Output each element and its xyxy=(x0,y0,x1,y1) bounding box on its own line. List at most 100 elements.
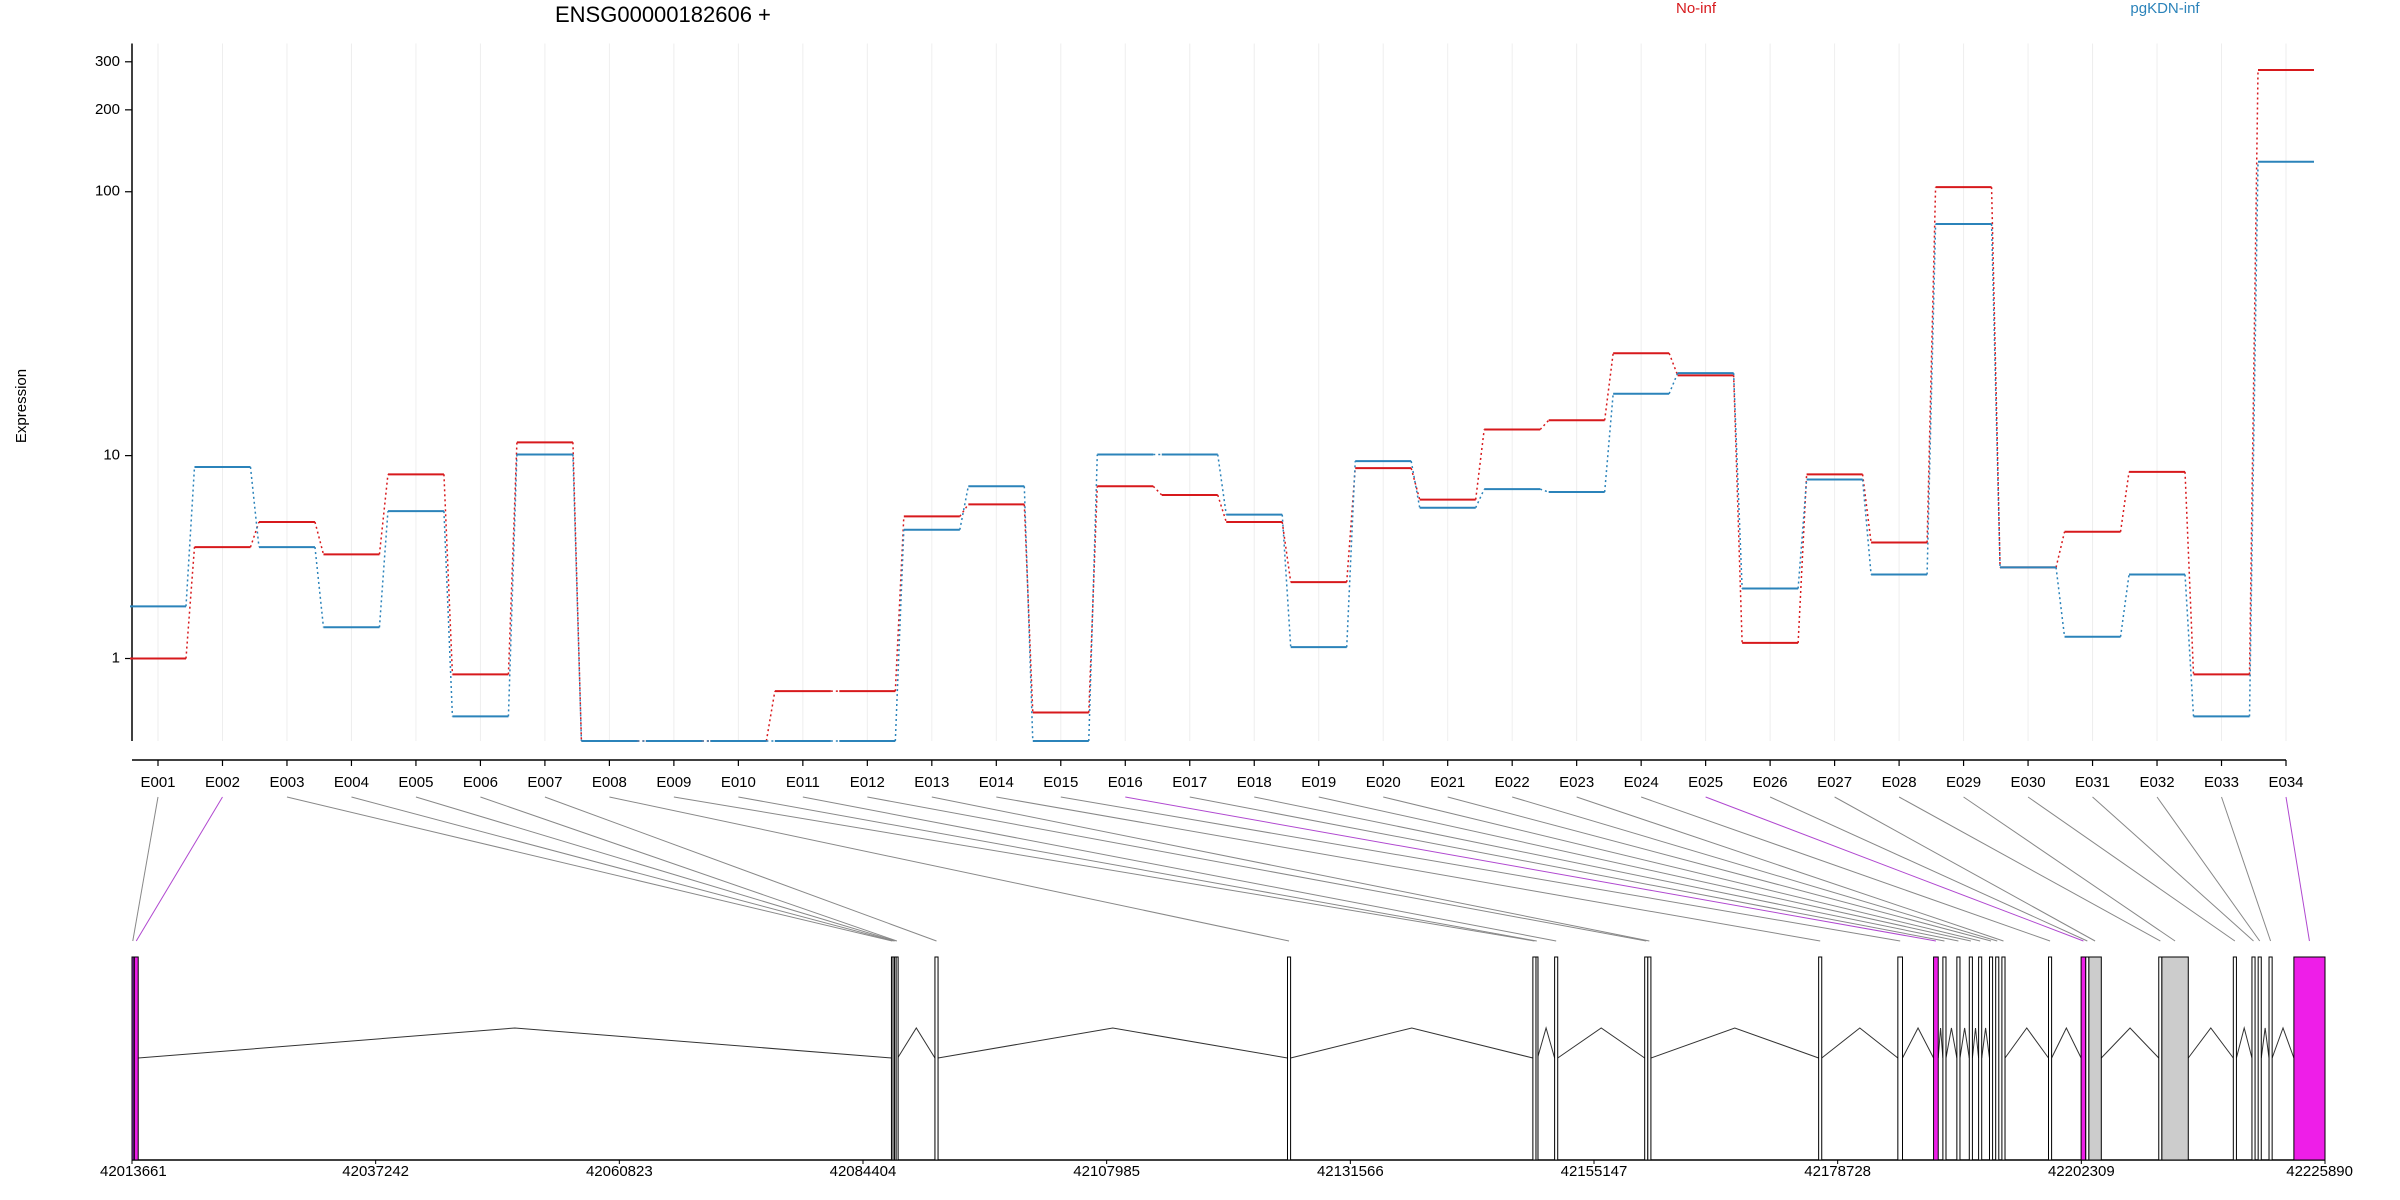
x-tick-label: E004 xyxy=(334,774,369,791)
exon-connector xyxy=(2221,796,2272,942)
exon-connector xyxy=(1060,796,1901,942)
intron xyxy=(138,1027,892,1059)
exon-connector xyxy=(609,796,1290,942)
exon-connector xyxy=(2027,796,2236,942)
intron xyxy=(2051,1026,2082,1059)
genome-tick-label: 42060823 xyxy=(586,1163,653,1180)
step-connector xyxy=(1281,514,1292,648)
exon-connector xyxy=(1898,796,2161,942)
exon xyxy=(1968,956,1973,1161)
exon xyxy=(133,956,139,1161)
exon xyxy=(1535,956,1539,1161)
step-connector xyxy=(2119,574,2130,637)
step-connector xyxy=(1345,461,1356,648)
step-connector xyxy=(1668,372,1679,395)
x-tick-label: E005 xyxy=(398,774,433,791)
step-connector xyxy=(378,474,389,555)
step-connector xyxy=(443,511,454,717)
x-tick-label: E027 xyxy=(1817,774,1852,791)
exon-connector xyxy=(544,796,937,942)
exon-connector xyxy=(1963,796,2176,942)
x-tick-label: E008 xyxy=(592,774,627,791)
x-tick-label: E015 xyxy=(1043,774,1078,791)
x-tick-label: E001 xyxy=(140,774,175,791)
x-tick-label: E029 xyxy=(1946,774,1981,791)
step-connector xyxy=(1217,454,1227,515)
exon xyxy=(934,956,939,1161)
intron xyxy=(937,1027,1288,1059)
x-tick-label: E017 xyxy=(1172,774,1207,791)
genome-tick-label: 42178728 xyxy=(1804,1163,1871,1180)
step-connector xyxy=(1990,224,2001,568)
step-connector xyxy=(185,547,196,659)
genome-tick-label: 42202309 xyxy=(2048,1163,2115,1180)
exon xyxy=(1554,956,1559,1161)
exon xyxy=(2232,956,2237,1161)
y-axis-label: Expression xyxy=(13,369,30,443)
exon-connector xyxy=(2156,796,2261,942)
y-tick-label: 10 xyxy=(103,447,120,464)
step-connector xyxy=(185,466,196,607)
exon-connector xyxy=(1254,796,1959,942)
step-connector xyxy=(1088,454,1099,742)
x-tick-label: E018 xyxy=(1237,774,1272,791)
x-tick-label: E033 xyxy=(2204,774,2239,791)
step-connector xyxy=(2248,69,2259,675)
exon-connector xyxy=(931,796,1650,942)
step-connector xyxy=(765,691,776,742)
intron xyxy=(897,1027,936,1059)
exon-connector xyxy=(1318,796,1971,942)
legend-label: pgKDN-inf xyxy=(2130,0,2200,17)
step-connector xyxy=(1926,187,1937,543)
step-connector xyxy=(1217,494,1227,523)
genome-tick-label: 42131566 xyxy=(1317,1163,1384,1180)
exon-connector xyxy=(415,796,896,942)
exon-connector xyxy=(1447,796,1992,942)
x-tick-label: E026 xyxy=(1753,774,1788,791)
exon-connector xyxy=(1512,796,1998,942)
intron xyxy=(1902,1026,1935,1059)
x-tick-label: E002 xyxy=(205,774,240,791)
step-connector xyxy=(378,511,389,628)
exon xyxy=(131,956,135,1161)
intron xyxy=(1557,1027,1645,1059)
exon xyxy=(1978,956,1983,1161)
step-connector xyxy=(1797,474,1808,643)
x-tick-label: E022 xyxy=(1495,774,1530,791)
step-connector xyxy=(2119,471,2130,532)
intron xyxy=(2271,1026,2295,1059)
intron xyxy=(2100,1027,2160,1059)
x-tick-label: E003 xyxy=(269,774,304,791)
intron xyxy=(1290,1027,1533,1059)
exon xyxy=(1933,956,1939,1161)
x-tick-label: E016 xyxy=(1108,774,1143,791)
x-tick-label: E020 xyxy=(1366,774,1401,791)
exon xyxy=(1942,956,1947,1161)
exon-connector xyxy=(132,796,159,942)
x-tick-label: E021 xyxy=(1430,774,1465,791)
step-connector xyxy=(2184,471,2195,675)
x-tick-label: E034 xyxy=(2268,774,2303,791)
genome-tick-label: 42225890 xyxy=(2286,1163,2353,1180)
step-connector xyxy=(2055,531,2066,568)
step-connector xyxy=(249,521,260,548)
y-tick-label: 1 xyxy=(112,649,120,666)
exon xyxy=(1995,956,2000,1161)
exon xyxy=(2080,956,2087,1161)
step-connector xyxy=(1474,429,1485,500)
genome-tick-label: 42107985 xyxy=(1073,1163,1140,1180)
step-connector xyxy=(2184,574,2195,717)
step-connector xyxy=(1732,375,1743,643)
genome-tick-label: 42013661 xyxy=(100,1163,167,1180)
exon xyxy=(2257,956,2262,1161)
x-tick-label: E023 xyxy=(1559,774,1594,791)
x-tick-label: E011 xyxy=(786,774,820,791)
exon-connector xyxy=(1189,796,1945,942)
exon-connector xyxy=(2092,796,2254,942)
step-connector xyxy=(959,486,970,530)
exon-connector xyxy=(2285,796,2310,942)
exon xyxy=(2088,956,2102,1161)
exon xyxy=(2047,956,2053,1161)
exon-connector xyxy=(351,796,894,942)
